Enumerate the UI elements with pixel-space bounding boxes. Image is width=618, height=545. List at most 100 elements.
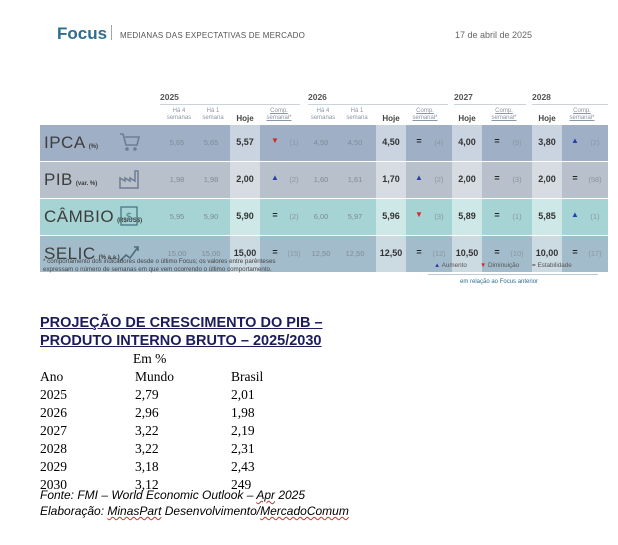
hoje-column-highlight [376, 125, 406, 161]
dollar-note-icon: $ [118, 204, 142, 228]
hoje-column-highlight [532, 162, 562, 198]
projection-year: 2029 [40, 459, 67, 474]
cell-sym-2025: ▼ [271, 136, 279, 145]
projection-brasil: 2,19 [231, 423, 255, 438]
cell-sym-2025: = [272, 247, 278, 257]
hoje-column-highlight [230, 236, 260, 272]
year-2028-header: 2028 [532, 92, 551, 102]
projection-brasil: 2,01 [231, 387, 255, 402]
indicator-unit: (R$/US$) [117, 218, 143, 224]
elab-name1: MinasPart [107, 504, 162, 518]
triangle-up-icon: ▲ [434, 262, 441, 269]
cell-hoje-2027: 4,00 [458, 137, 476, 147]
table-footnote: * comportamento dos indicadores desde o … [43, 258, 276, 274]
projection-brasil: 2,31 [231, 441, 255, 456]
projection-year: 2026 [40, 405, 67, 420]
cell-hoje-2028: 10,00 [535, 248, 559, 258]
elab-name2: MercadoComum [260, 504, 349, 518]
pib-projection: PROJEÇÃO DE CRESCIMENTO DO PIB – PRODUTO… [40, 314, 600, 350]
cell-hoje-2027: 5,89 [458, 211, 476, 221]
year-2026-header: 2026 [308, 92, 327, 102]
cell-hoje-2027: 2,00 [458, 174, 476, 184]
indicator-unit: (%) [88, 144, 99, 150]
projection-brasil: 2,43 [231, 459, 255, 474]
source-prefix: Fonte: FMI – World Economic Outlook – [40, 488, 257, 502]
elab-mid: Desenvolvimento/ [161, 504, 261, 518]
cell-sym-2026: ▼ [415, 210, 423, 219]
legend-up: ▲ Aumento [434, 262, 467, 269]
indicator-row-pib: PIB (var. %) 1,98 1,98 2,00 ▲ (2) 1,60 1,61 1,70 ▲… [40, 162, 608, 198]
cell-sym-2025: ▲ [271, 173, 279, 182]
shopping-cart-icon [118, 130, 142, 154]
source-month: Apr [256, 488, 275, 502]
factory-icon [118, 167, 142, 191]
cell-sym-2028: = [572, 173, 578, 183]
cell-sym-2028: ▲ [571, 136, 579, 145]
cell-sym-2026: = [416, 136, 422, 146]
projection-unit: Em % [133, 351, 167, 366]
cell-hoje-2025: 5,90 [236, 211, 254, 221]
indicator-unit: (% a.a.) [98, 255, 120, 261]
focus-header: Focus MEDIANAS DAS EXPECTATIVAS DE MERCA… [0, 0, 618, 60]
indicator-label: CÂMBIO (R$/US$) [44, 207, 142, 227]
projection-year: 2028 [40, 441, 67, 456]
cell-ha1-2025: 5,90 [203, 212, 219, 221]
col-ano: Ano [40, 369, 64, 384]
hoje-column-highlight [230, 162, 260, 198]
cell-sym-2025: = [272, 210, 278, 220]
cell-hoje-2027: 10,50 [455, 248, 479, 258]
projection-brasil: 1,98 [231, 405, 255, 420]
projection-mundo: 3,22 [135, 441, 159, 456]
cell-cnt-2026: (2) [434, 175, 444, 184]
projection-brasil: 249 [231, 477, 252, 492]
cell-sym-2028: = [572, 247, 578, 257]
cell-hoje-2028: 2,00 [538, 174, 556, 184]
hoje-column-highlight [452, 199, 482, 235]
year-2025-header: 2025 [160, 92, 179, 102]
projection-year: 2030 [40, 477, 67, 492]
indicator-name: SELIC [44, 244, 96, 263]
cell-ha4-2025: 1,98 [169, 175, 185, 184]
col-ha4-2026: Há 4 semanas [310, 108, 336, 121]
cell-ha4-2026: 6,00 [313, 212, 329, 221]
cell-hoje-2025: 15,00 [233, 248, 257, 258]
year-2027-header: 2027 [454, 92, 473, 102]
cell-cnt-2027: (1) [512, 212, 522, 221]
cell-hoje-2026: 12,50 [379, 248, 403, 258]
cell-cnt-2026: (3) [434, 212, 444, 221]
title-divider [111, 25, 112, 40]
svg-text:$: $ [126, 210, 133, 223]
cell-hoje-2028: 3,80 [538, 137, 556, 147]
cell-cnt-2028: (17) [588, 249, 602, 258]
col-ha4-2025: Há 4 semanas [166, 108, 192, 121]
indicator-label: IPCA (%) [44, 133, 98, 153]
col-comp-2027: Comp. semanal* [491, 108, 517, 121]
cell-ha1-2025: 15,00 [201, 249, 221, 258]
cell-hoje-2025: 2,00 [236, 174, 254, 184]
indicator-row-câmbio: CÂMBIO (R$/US$) $5,95 5,90 5,90 = (2) 6,00 5,97 5… [40, 199, 608, 235]
legend-stable: = Estabilidade [532, 262, 572, 269]
focus-title: Focus [57, 24, 108, 43]
year-divider [532, 104, 608, 105]
focus-subtitle: MEDIANAS DAS EXPECTATIVAS DE MERCADO [120, 31, 306, 40]
legend-note: em relação ao Focus anterior [460, 279, 539, 285]
cell-hoje-2026: 4,50 [382, 137, 400, 147]
hoje-column-highlight [376, 199, 406, 235]
projection-year: 2027 [40, 423, 67, 438]
cell-sym-2026: ▲ [415, 173, 423, 182]
col-comp-2025: Comp. semanal* [266, 108, 292, 121]
cell-ha1-2026: 4,50 [347, 138, 363, 147]
indicator-label: SELIC (% a.a.) [44, 244, 120, 264]
cell-cnt-2025: (15) [287, 249, 301, 258]
cell-hoje-2026: 1,70 [382, 174, 400, 184]
col-ha1-2025: Há 1 semana [202, 108, 224, 121]
cell-sym-2027: = [494, 210, 500, 220]
hoje-column-highlight [376, 236, 406, 272]
cell-cnt-2026: (12) [432, 249, 446, 258]
hoje-column-highlight [532, 199, 562, 235]
legend-up-label: Aumento [441, 262, 467, 269]
col-ha1-2026: Há 1 semana [346, 108, 368, 121]
hoje-column-highlight [230, 125, 260, 161]
projection-mundo: 2,79 [135, 387, 159, 402]
hoje-column-highlight [532, 236, 562, 272]
